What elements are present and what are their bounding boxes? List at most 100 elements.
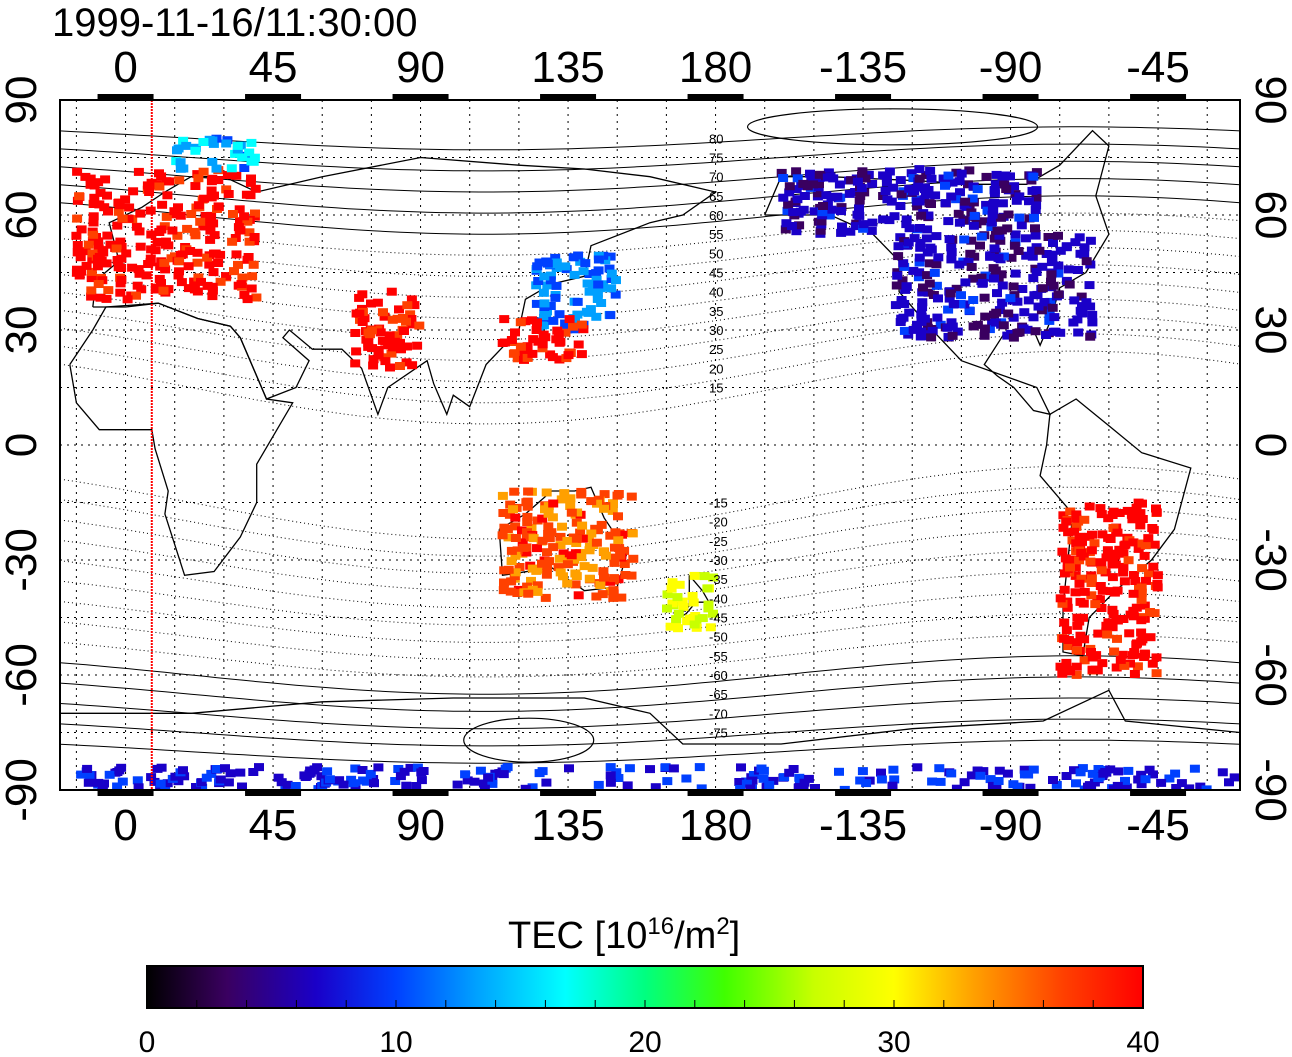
tec-cell: [968, 296, 979, 304]
tec-cell: [846, 176, 857, 185]
tec-cell: [1136, 780, 1147, 789]
tec-cell: [72, 167, 83, 176]
tec-cell: [215, 250, 226, 259]
tec-cell: [791, 227, 802, 236]
tec-cell: [562, 560, 573, 569]
tec-cell: [895, 202, 906, 210]
tec-cell: [101, 294, 112, 303]
tec-cell: [1184, 784, 1195, 790]
tec-cell: [856, 184, 867, 193]
geomag-contour: [60, 486, 1240, 557]
tec-cell: [95, 188, 106, 197]
tec-cell: [522, 497, 533, 506]
frame-tick-bottom: [392, 790, 449, 796]
tec-cell: [573, 340, 584, 349]
tec-cell: [788, 208, 799, 217]
tec-cell: [915, 238, 926, 247]
tec-cell: [893, 242, 904, 251]
tec-cell: [169, 207, 180, 216]
tec-cell: [1043, 233, 1054, 241]
tec-cell: [517, 538, 528, 547]
tec-cell: [554, 554, 565, 563]
tec-cell: [93, 778, 104, 787]
tec-cell: [788, 765, 799, 773]
tec-cell: [584, 270, 595, 278]
tec-cell: [1059, 569, 1070, 578]
tec-cell: [244, 228, 255, 237]
tec-cell: [92, 262, 103, 271]
tec-cell: [72, 248, 83, 257]
tec-cell: [609, 558, 620, 567]
tec-cell: [994, 231, 1005, 240]
tec-cell: [181, 141, 192, 150]
lon-tick-label-top: 0: [113, 43, 137, 92]
geomag-contour: [60, 571, 1240, 626]
tec-cell: [156, 237, 166, 246]
tec-cell: [989, 244, 1000, 253]
tec-cell: [143, 260, 154, 268]
tec-cell: [792, 174, 803, 183]
tec-cell: [960, 197, 971, 206]
tec-cell: [608, 499, 618, 508]
tec-cell: [1092, 558, 1103, 567]
geomag-contour: [60, 178, 1240, 214]
tec-cell: [245, 178, 256, 187]
tec-cell: [145, 206, 156, 215]
tec-cell: [989, 198, 1000, 207]
tec-cell: [1086, 546, 1097, 555]
tec-cell: [1063, 636, 1074, 644]
tec-cell: [1070, 238, 1081, 247]
frame-tick-top: [97, 94, 154, 100]
tec-cell: [668, 764, 679, 773]
frame-tick-bottom: [97, 790, 154, 796]
tec-cell: [563, 351, 574, 360]
tec-cell: [571, 572, 582, 581]
tec-cell: [506, 557, 517, 566]
tec-cell: [571, 534, 582, 543]
tec-cell: [132, 776, 143, 785]
tec-cell: [781, 219, 792, 228]
tec-cell: [1041, 331, 1051, 339]
tec-cell: [211, 164, 222, 173]
contour-label: 75: [709, 151, 723, 166]
lon-tick-label-bottom: 135: [531, 801, 604, 850]
tec-cell: [72, 214, 83, 223]
tec-cell: [206, 186, 217, 195]
chart-title: 1999-11-16/11:30:00: [52, 1, 418, 45]
tec-cell: [504, 510, 515, 519]
tec-cell: [542, 563, 553, 572]
tec-cell: [1085, 557, 1096, 566]
tec-cell: [541, 778, 552, 787]
tec-cell: [946, 243, 957, 252]
tec-cell: [223, 190, 234, 198]
tec-cell: [1096, 566, 1107, 575]
tec-cell: [591, 538, 602, 547]
tec-cell: [250, 184, 261, 193]
tec-cell: [1151, 669, 1162, 678]
tec-cell: [540, 593, 551, 602]
tec-cell: [803, 774, 814, 783]
tec-cell: [1011, 196, 1022, 205]
tec-cell: [173, 271, 184, 280]
tec-cell: [556, 495, 567, 504]
tec-cell: [532, 318, 542, 327]
tec-cell: [828, 174, 839, 183]
geomag-contour: [60, 613, 1240, 661]
tec-cell: [1014, 192, 1025, 201]
tec-region: [662, 571, 718, 633]
tec-cell: [1107, 573, 1118, 582]
tec-cell: [1081, 257, 1092, 266]
tec-cell: [991, 308, 1002, 317]
tec-cell: [1075, 597, 1086, 606]
tec-cell: [791, 167, 802, 176]
tec-cell: [608, 586, 619, 595]
tec-cell: [1061, 626, 1072, 635]
tec-cell: [834, 180, 845, 189]
tec-cell: [247, 272, 258, 281]
tec-cell: [1063, 528, 1074, 537]
tec-cell: [93, 280, 104, 288]
tec-cell: [854, 196, 865, 205]
tec-cell: [1041, 250, 1052, 258]
tec-cell: [199, 194, 210, 203]
tec-cell: [249, 233, 260, 241]
